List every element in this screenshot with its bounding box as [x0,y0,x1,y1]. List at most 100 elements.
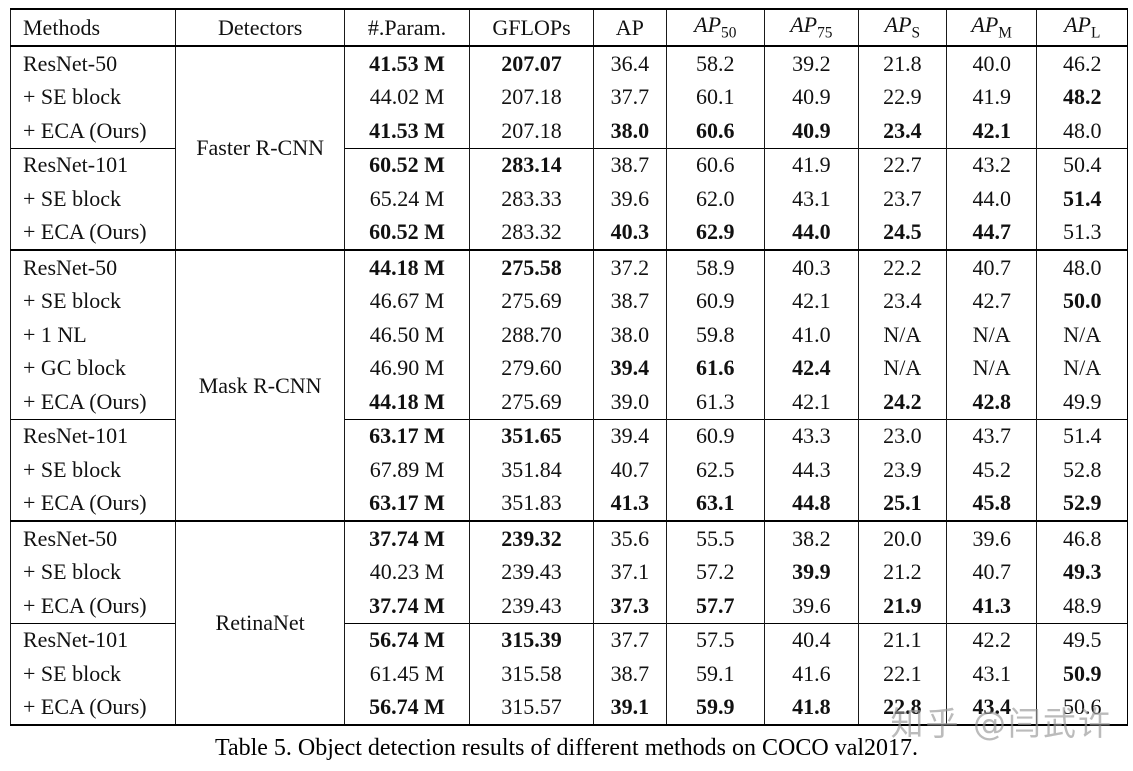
cell-ap75: 44.0 [763,215,859,250]
cell-apl: 49.3 [1036,555,1128,589]
cell-gflops: 239.43 [469,589,594,623]
cell-ap75: 40.9 [763,80,859,114]
cell-detector: RetinaNet [175,520,345,725]
cell-apm: 40.7 [945,555,1037,589]
cell-gflops: 207.18 [469,80,594,114]
table-row: + ECA (Ours) 37.74 M 239.43 37.3 57.7 39.6 21.… [9,589,1128,623]
cell-params: 56.74 M [343,622,470,657]
cell-gflops: 351.83 [469,486,594,521]
cell-method: ResNet-50 [9,249,176,285]
cell-aps: 23.4 [857,284,947,318]
cell-apm: 41.3 [945,589,1037,623]
cell-ap75: 44.3 [763,453,859,487]
cell-ap: 37.2 [593,249,667,285]
cell-gflops: 207.18 [469,114,594,148]
cell-ap50: 60.9 [665,418,765,453]
cell-method: + SE block [9,555,176,589]
cell-ap: 39.6 [593,182,667,216]
cell-aps: 22.1 [857,657,947,691]
cell-apm: 45.8 [945,486,1037,521]
cell-aps: 23.9 [857,453,947,487]
cell-method: + 1 NL [9,318,176,352]
table-row: ResNet-101 56.74 M 315.39 37.7 57.5 40.4 21.1 4… [9,622,1128,657]
cell-method: ResNet-50 [9,520,176,556]
cell-aps: 22.7 [857,147,947,182]
cell-gflops: 275.69 [469,284,594,318]
cell-ap: 39.0 [593,385,667,419]
table-row: + ECA (Ours) 44.18 M 275.69 39.0 61.3 42.1 24.… [9,385,1128,419]
cell-aps: 23.7 [857,182,947,216]
cell-params: 44.18 M [343,249,470,285]
table-row: + ECA (Ours) 56.74 M 315.57 39.1 59.9 41.8 22.… [9,690,1128,725]
cell-ap75: 41.9 [763,147,859,182]
cell-gflops: 275.58 [469,249,594,285]
cell-apm: 41.9 [945,80,1037,114]
col-header-params: #.Param. [343,9,470,47]
cell-ap50: 58.9 [665,249,765,285]
table-row: + SE block 67.89 M 351.84 40.7 62.5 44.3 23.9 4… [9,453,1128,487]
cell-detector: Faster R-CNN [175,46,345,250]
col-header-gflops: GFLOPs [469,9,594,47]
cell-ap: 38.0 [593,114,667,148]
cell-gflops: 283.32 [469,215,594,250]
cell-apm: 40.0 [945,46,1037,81]
cell-gflops: 207.07 [469,46,594,81]
cell-ap: 38.7 [593,657,667,691]
table-row: + SE block 61.45 M 315.58 38.7 59.1 41.6 22.1 4… [9,657,1128,691]
cell-ap: 39.4 [593,418,667,453]
cell-ap75: 41.0 [763,318,859,352]
cell-ap50: 57.5 [665,622,765,657]
cell-apm: 44.7 [945,215,1037,250]
cell-ap75: 38.2 [763,520,859,556]
cell-method: + GC block [9,351,176,385]
cell-ap50: 60.9 [665,284,765,318]
cell-apl: 51.4 [1036,418,1128,453]
cell-apl: N/A [1036,351,1128,385]
table-row: + SE block 46.67 M 275.69 38.7 60.9 42.1 23.4 4… [9,284,1128,318]
cell-aps: N/A [857,318,947,352]
cell-params: 46.50 M [343,318,470,352]
table-row: + ECA (Ours) 60.52 M 283.32 40.3 62.9 44.0 24.… [9,215,1128,250]
cell-apl: 48.0 [1036,114,1128,148]
cell-gflops: 279.60 [469,351,594,385]
cell-aps: N/A [857,351,947,385]
table-row: + 1 NL 46.50 M 288.70 38.0 59.8 41.0 N/A N/A N/A [9,318,1128,352]
table-body: ResNet-50 Faster R-CNN 41.53 M 207.07 36.4 58… [9,46,1128,725]
cell-apm: 43.1 [945,657,1037,691]
cell-gflops: 351.65 [469,418,594,453]
cell-apm: 43.4 [945,690,1037,725]
cell-ap75: 44.8 [763,486,859,521]
header-row: Methods Detectors #.Param. GFLOPs AP AP50 AP75… [9,9,1128,47]
cell-apm: 42.8 [945,385,1037,419]
cell-aps: 21.1 [857,622,947,657]
cell-apl: 48.9 [1036,589,1128,623]
cell-method: ResNet-50 [9,46,176,81]
cell-ap75: 42.1 [763,385,859,419]
cell-params: 44.18 M [343,385,470,419]
cell-aps: 22.9 [857,80,947,114]
cell-ap: 37.7 [593,80,667,114]
cell-method: ResNet-101 [9,147,176,182]
cell-params: 40.23 M [343,555,470,589]
cell-ap75: 39.9 [763,555,859,589]
cell-params: 63.17 M [343,418,470,453]
cell-apm: 43.2 [945,147,1037,182]
cell-method: ResNet-101 [9,418,176,453]
cell-ap: 38.0 [593,318,667,352]
cell-ap: 40.7 [593,453,667,487]
cell-apm: 44.0 [945,182,1037,216]
cell-ap: 40.3 [593,215,667,250]
cell-ap50: 60.1 [665,80,765,114]
cell-apm: N/A [945,351,1037,385]
cell-ap50: 62.5 [665,453,765,487]
cell-ap75: 42.4 [763,351,859,385]
table-row: + SE block 65.24 M 283.33 39.6 62.0 43.1 23.7 4… [9,182,1128,216]
table-row: + GC block 46.90 M 279.60 39.4 61.6 42.4 N/A N/… [9,351,1128,385]
cell-gflops: 275.69 [469,385,594,419]
cell-params: 60.52 M [343,215,470,250]
cell-apm: 42.2 [945,622,1037,657]
cell-method: + ECA (Ours) [9,215,176,250]
table-header: Methods Detectors #.Param. GFLOPs AP AP50 AP75… [9,9,1128,47]
table-row: ResNet-101 63.17 M 351.65 39.4 60.9 43.3 23.0 4… [9,418,1128,453]
cell-method: + SE block [9,80,176,114]
